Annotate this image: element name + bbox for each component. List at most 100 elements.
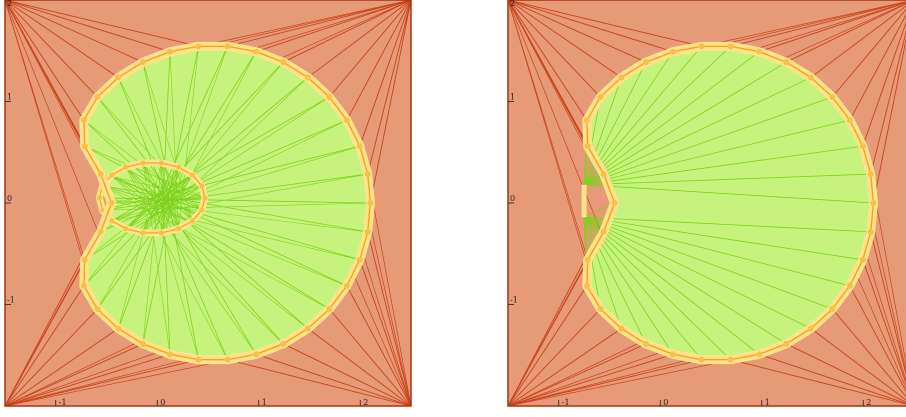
inner-mesh-edge bbox=[84, 145, 206, 199]
inner-mesh-edge bbox=[142, 62, 193, 221]
inner-loop-node bbox=[109, 218, 115, 224]
inner-mesh-edge bbox=[584, 216, 863, 261]
inner-mesh-edge bbox=[160, 162, 199, 360]
inner-mesh-edge bbox=[142, 162, 257, 355]
outer-mesh-edge bbox=[4, 0, 119, 78]
outer-mesh-edge bbox=[4, 0, 199, 47]
inner-mesh-edge bbox=[583, 216, 731, 360]
inner-mesh-edge bbox=[99, 197, 368, 233]
inner-mesh-edge bbox=[583, 216, 787, 345]
outer-mesh-edge bbox=[701, 1, 906, 47]
inner-mesh-edge bbox=[117, 77, 179, 229]
boundary-node bbox=[81, 143, 88, 150]
outer-mesh-edge bbox=[507, 285, 588, 407]
outer-mesh-edge bbox=[328, 0, 412, 98]
inner-mesh-edge bbox=[102, 145, 360, 211]
inner-loop-node bbox=[123, 226, 129, 232]
inner-loop-node bbox=[96, 195, 102, 201]
boundary-node bbox=[115, 325, 122, 332]
boundary-node bbox=[597, 94, 604, 101]
boundary-node bbox=[859, 256, 866, 263]
inner-mesh-edge bbox=[111, 174, 348, 287]
outer-mesh-edge bbox=[4, 259, 86, 407]
outer-mesh-edge bbox=[307, 328, 412, 407]
inner-mesh-edge bbox=[111, 174, 309, 329]
inner-loop-node bbox=[158, 160, 164, 166]
outer-mesh-edge bbox=[367, 0, 412, 175]
inner-mesh-edge bbox=[84, 185, 202, 261]
inner-mesh-edge bbox=[583, 217, 647, 345]
inner-mesh-edge bbox=[169, 51, 179, 229]
boundary-node bbox=[97, 228, 104, 235]
outer-mesh-edge bbox=[507, 0, 647, 63]
boundary-node bbox=[167, 351, 174, 358]
inner-mesh-edge bbox=[583, 77, 812, 186]
inner-loop-node bbox=[190, 218, 196, 224]
inner-mesh-edge bbox=[583, 216, 833, 310]
outer-mesh-edge bbox=[872, 37, 906, 204]
boundary-node bbox=[807, 325, 814, 332]
boundary-node bbox=[167, 48, 174, 55]
inner-mesh-edge bbox=[111, 96, 330, 222]
boundary-node bbox=[326, 93, 333, 100]
boundary-node bbox=[367, 199, 374, 206]
inner-mesh-edge bbox=[97, 96, 202, 211]
boundary-node bbox=[195, 43, 202, 50]
inner-mesh-edge bbox=[102, 185, 330, 310]
outer-mesh-edge bbox=[810, 5, 906, 78]
inner-mesh-edge bbox=[102, 173, 368, 211]
boundary-node bbox=[253, 48, 260, 55]
y-tick-label: 1 bbox=[510, 93, 515, 102]
outer-mesh-edge bbox=[4, 328, 119, 407]
boundary-node bbox=[618, 74, 625, 81]
inner-mesh-edge bbox=[111, 174, 330, 310]
boundary-node bbox=[139, 340, 146, 347]
inner-mesh-edge bbox=[111, 173, 368, 222]
x-tick-label: 0 bbox=[160, 398, 165, 407]
inner-mesh-edge bbox=[583, 46, 731, 186]
inner-mesh-edge bbox=[584, 216, 850, 287]
x-tick-label: -1 bbox=[562, 398, 570, 407]
outer-mesh-edge bbox=[307, 0, 412, 78]
inner-mesh-edge bbox=[178, 46, 199, 229]
inner-mesh-edge bbox=[583, 216, 702, 360]
inner-mesh-edge bbox=[99, 197, 360, 261]
inner-mesh-edge bbox=[584, 216, 871, 233]
inner-mesh-edge bbox=[160, 51, 171, 233]
inner-mesh-edge bbox=[142, 46, 228, 234]
inner-mesh-edge bbox=[142, 162, 162, 344]
inner-mesh-edge bbox=[100, 173, 206, 199]
boundary-node bbox=[364, 171, 371, 178]
inner-mesh-edge bbox=[125, 166, 284, 345]
outer-mesh-edge bbox=[507, 0, 702, 47]
outer-mesh-edge bbox=[730, 359, 906, 405]
y-tick-label: 0 bbox=[7, 194, 12, 203]
boundary-node bbox=[326, 305, 333, 312]
boundary-node bbox=[642, 340, 649, 347]
outer-mesh-edge bbox=[359, 259, 412, 407]
outer-mesh-edge bbox=[507, 359, 702, 407]
boundary-node bbox=[829, 305, 836, 312]
boundary-node bbox=[670, 48, 677, 55]
outer-mesh-edge bbox=[282, 0, 412, 63]
outer-mesh-edge bbox=[227, 0, 412, 47]
boundary-node bbox=[642, 59, 649, 66]
boundary-node bbox=[253, 351, 260, 358]
boundary-node bbox=[583, 282, 590, 289]
boundary-node bbox=[195, 356, 202, 363]
inner-loop-node bbox=[140, 160, 146, 166]
outer-mesh-edge bbox=[507, 0, 601, 98]
y-tick-label: 1 bbox=[7, 93, 12, 102]
inner-mesh-edge bbox=[584, 119, 850, 186]
boundary-node bbox=[343, 282, 350, 289]
outer-mesh-edge bbox=[4, 308, 98, 407]
outer-mesh-edge bbox=[198, 0, 412, 47]
mesh-panel-right: -1 0 1 2 1 0 -1 2 bbox=[507, 0, 906, 414]
y-tick-label: -1 bbox=[7, 296, 15, 305]
outer-mesh-edge bbox=[831, 8, 906, 98]
inner-mesh-edge bbox=[142, 62, 179, 229]
inner-mesh-edge bbox=[584, 184, 874, 204]
outer-mesh-edge bbox=[870, 231, 906, 376]
inner-mesh-edge bbox=[83, 119, 193, 222]
boundary-node bbox=[584, 256, 591, 263]
